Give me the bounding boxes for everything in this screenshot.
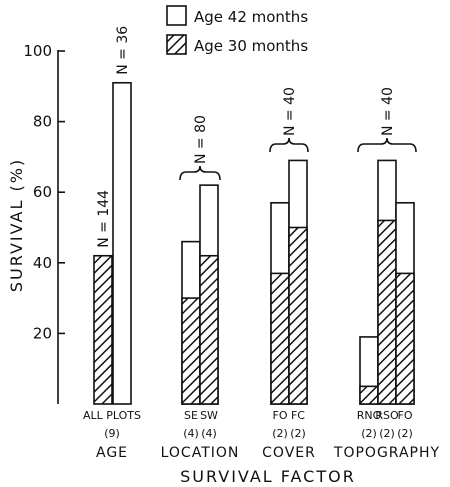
y-tick-label: 100	[23, 42, 52, 60]
annotation-n-location: N = 80	[193, 115, 209, 164]
annotation-n-all-plots-42: N = 36	[115, 26, 131, 75]
group-label-location: LOCATION	[161, 445, 240, 461]
bar-age-30-topo-fo	[395, 272, 415, 405]
category-label-se: SE	[184, 409, 198, 422]
y-tick-label: 80	[33, 113, 52, 131]
y-axis-title: SURVIVAL (%)	[7, 158, 26, 292]
category-label-all-plots: ALL PLOTS	[83, 409, 141, 422]
annotation-n-topography: N = 40	[380, 87, 396, 136]
category-count-sw: (4)	[201, 427, 217, 440]
category-label-sw: SW	[200, 409, 218, 422]
annotation-n-all-plots-30: N = 144	[96, 190, 112, 248]
group-label-age: AGE	[96, 445, 128, 461]
y-tick-label: 20	[33, 324, 52, 342]
category-count-rno: (2)	[361, 427, 377, 440]
category-label-rno: RNO	[357, 409, 382, 422]
bar-age-30-cover-fc	[288, 226, 308, 405]
group-label-topography: TOPOGRAPHY	[333, 445, 440, 461]
brace-cover	[269, 137, 309, 153]
category-count-cover-fo: (2)	[272, 427, 288, 440]
bar-age-42-all-plots	[112, 81, 132, 405]
category-count-all-plots: (9)	[104, 427, 120, 440]
category-label-cover-fo: FO	[273, 409, 288, 422]
legend-swatch-age-42	[166, 5, 187, 26]
brace-location	[179, 165, 221, 181]
legend-swatch-age-30	[166, 34, 187, 55]
y-tick-label: 40	[33, 254, 52, 272]
legend-label-age-30: Age 30 months	[194, 37, 308, 55]
bar-age-30-rno	[359, 385, 379, 405]
category-count-cover-fc: (2)	[290, 427, 306, 440]
bar-age-30-sw	[199, 254, 219, 405]
category-label-rso: RSO	[375, 409, 399, 422]
group-label-cover: COVER	[262, 445, 316, 461]
legend: Age 42 months Age 30 months	[166, 5, 308, 55]
x-axis-title: SURVIVAL FACTOR	[180, 467, 356, 486]
category-count-topo-fo: (2)	[397, 427, 413, 440]
category-label-topo-fo: FO	[398, 409, 413, 422]
category-label-cover-fc: FC	[291, 409, 305, 422]
y-tick-label: 60	[33, 183, 52, 201]
legend-label-age-42: Age 42 months	[194, 8, 308, 26]
bar-age-30-cover-fo	[270, 272, 290, 405]
annotation-n-cover: N = 40	[282, 87, 298, 136]
brace-topography	[357, 137, 417, 153]
bar-age-30-se	[181, 297, 201, 405]
category-count-rso: (2)	[379, 427, 395, 440]
category-count-se: (4)	[183, 427, 199, 440]
bar-age-30-all-plots	[93, 254, 113, 405]
bar-age-30-rso	[377, 219, 397, 405]
